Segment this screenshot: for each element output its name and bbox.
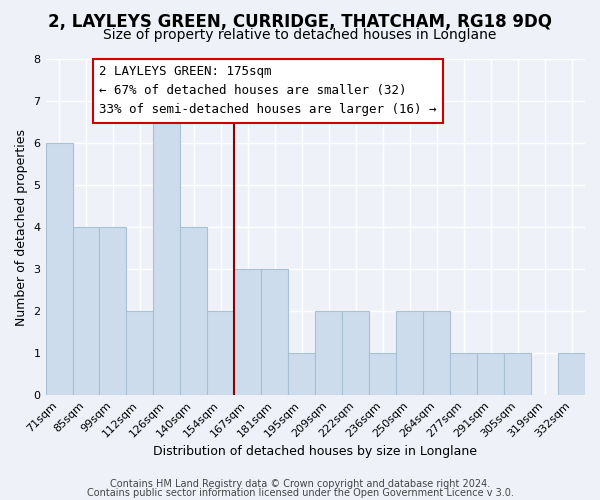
Bar xyxy=(450,353,477,395)
Bar xyxy=(154,101,181,395)
Bar xyxy=(288,353,315,395)
Bar xyxy=(46,143,73,395)
Text: Contains public sector information licensed under the Open Government Licence v : Contains public sector information licen… xyxy=(86,488,514,498)
Text: 2 LAYLEYS GREEN: 175sqm
← 67% of detached houses are smaller (32)
33% of semi-de: 2 LAYLEYS GREEN: 175sqm ← 67% of detache… xyxy=(100,66,437,116)
Text: Size of property relative to detached houses in Longlane: Size of property relative to detached ho… xyxy=(103,28,497,42)
Bar xyxy=(235,269,262,395)
Bar xyxy=(342,311,369,395)
Text: Contains HM Land Registry data © Crown copyright and database right 2024.: Contains HM Land Registry data © Crown c… xyxy=(110,479,490,489)
Bar xyxy=(396,311,423,395)
Bar xyxy=(208,311,235,395)
Bar xyxy=(477,353,504,395)
Bar xyxy=(262,269,288,395)
Bar xyxy=(181,227,208,395)
Bar xyxy=(127,311,154,395)
Bar xyxy=(423,311,450,395)
Bar xyxy=(73,227,100,395)
Bar xyxy=(369,353,396,395)
Bar xyxy=(100,227,127,395)
Bar xyxy=(558,353,585,395)
Bar xyxy=(504,353,531,395)
Y-axis label: Number of detached properties: Number of detached properties xyxy=(15,128,28,326)
Text: 2, LAYLEYS GREEN, CURRIDGE, THATCHAM, RG18 9DQ: 2, LAYLEYS GREEN, CURRIDGE, THATCHAM, RG… xyxy=(48,12,552,30)
X-axis label: Distribution of detached houses by size in Longlane: Distribution of detached houses by size … xyxy=(153,444,477,458)
Bar xyxy=(315,311,342,395)
